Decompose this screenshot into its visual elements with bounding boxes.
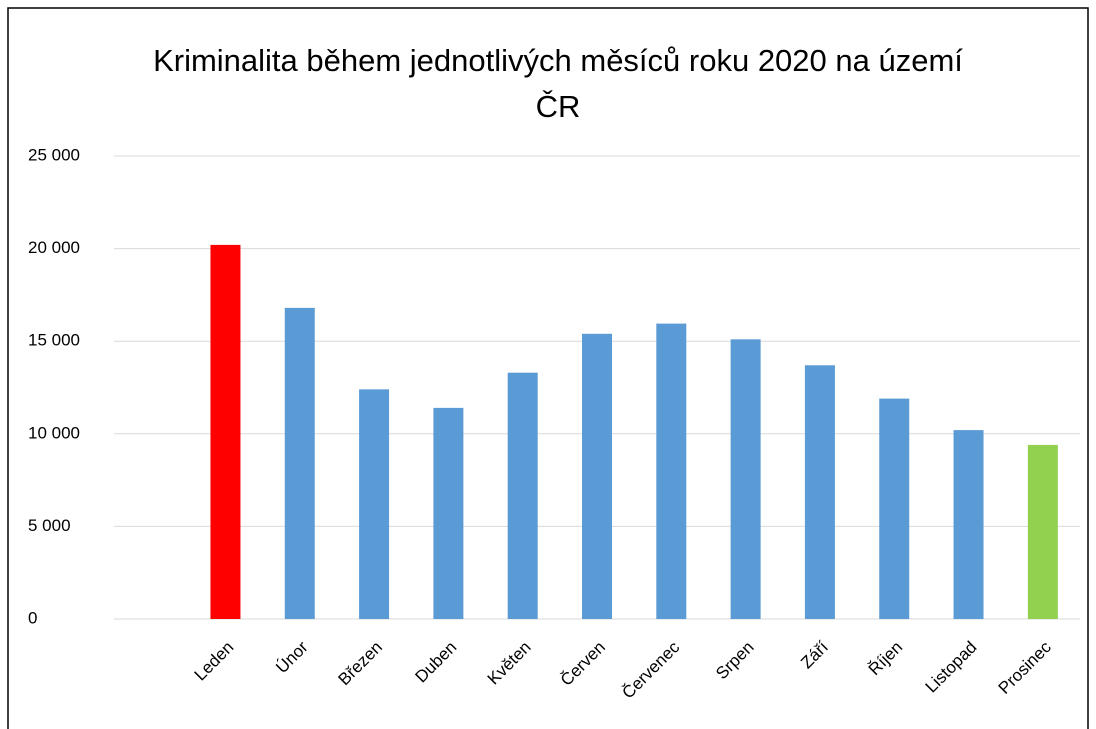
y-tick-label: 25 000 <box>28 145 80 164</box>
bar <box>284 307 315 619</box>
chart-border <box>7 7 1089 729</box>
x-tick-label: Prosinec <box>995 637 1056 698</box>
x-tick-label: Únor <box>272 637 312 677</box>
bar <box>730 339 761 619</box>
x-tick-label: Červenec <box>618 637 683 702</box>
bar <box>582 333 612 619</box>
y-tick-label: 10 000 <box>28 423 80 442</box>
x-tick-label: Březen <box>335 638 387 690</box>
bar <box>656 323 687 619</box>
x-tick-label: Leden <box>191 638 238 685</box>
bar <box>507 372 538 619</box>
y-tick-label: 20 000 <box>28 238 80 257</box>
y-tick-label: 0 <box>28 608 37 627</box>
x-tick-label: Září <box>797 637 832 672</box>
x-tick-label: Červen <box>557 638 609 690</box>
x-tick-label: Duben <box>412 638 461 687</box>
y-tick-label: 5 000 <box>28 516 71 535</box>
bar <box>359 389 390 619</box>
bar <box>210 244 241 619</box>
x-tick-label: Květen <box>484 638 535 689</box>
x-tick-label: Listopad <box>922 638 981 697</box>
chart-title: Kriminalita během jednotlivých měsíců ro… <box>153 43 963 124</box>
bar <box>879 398 910 619</box>
x-tick-label: Říjen <box>865 638 906 679</box>
bar <box>953 430 984 619</box>
bar <box>804 365 835 619</box>
bar <box>1027 444 1058 619</box>
y-tick-label: 15 000 <box>28 331 80 350</box>
bar <box>433 407 464 619</box>
x-tick-label: Srpen <box>712 638 758 684</box>
